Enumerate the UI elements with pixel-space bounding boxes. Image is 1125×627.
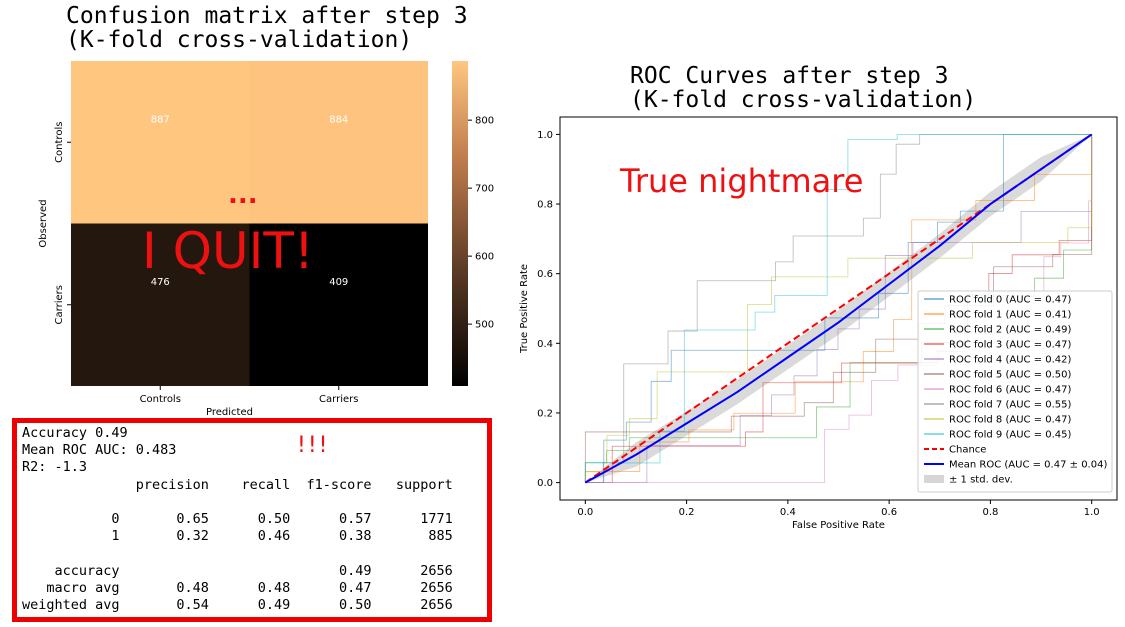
roc-fold-line (585, 134, 1093, 483)
x-axis-label: Predicted (206, 407, 253, 418)
mean-roc-line (584, 133, 1093, 484)
roc-chart-title: ROC Curves after step 3 (K-fold cross-va… (630, 63, 977, 113)
legend-label: Chance (949, 445, 986, 456)
legend-label: ROC fold 9 (AUC = 0.45) (949, 430, 1072, 441)
legend-label: ROC fold 6 (AUC = 0.47) (949, 385, 1072, 396)
legend-label: ROC fold 3 (AUC = 0.47) (949, 340, 1072, 351)
roc-axes-frame (559, 116, 1118, 501)
classification-report-box: Accuracy 0.49 Mean ROC AUC: 0.483 R2: -1… (12, 418, 492, 622)
x-tick-label: 0.8 (982, 507, 998, 518)
heatmap-cell-label: 409 (329, 277, 348, 288)
roc-fold-line (584, 134, 1092, 483)
x-tick-label: 0.6 (881, 507, 897, 518)
roc-chart: 0.0 0.2 0.4 0.6 0.8 1.0 0.0 0.2 0.4 0.6 0.8 1.0 Fals… (519, 116, 1118, 531)
colorbar-tick-label: 700 (475, 184, 494, 195)
x-tick-label: 0.4 (780, 507, 796, 518)
roc-fold-line (584, 134, 1093, 483)
heatmap-cell (249, 61, 428, 224)
legend-label: ROC fold 5 (AUC = 0.50) (949, 370, 1072, 381)
y-tick-label: 1.0 (537, 130, 553, 141)
legend-label: ROC fold 2 (AUC = 0.49) (949, 325, 1072, 336)
legend-label: ROC fold 7 (AUC = 0.55) (949, 400, 1072, 411)
y-tick-label: 0.0 (537, 478, 553, 489)
heatmap-cell-label: 884 (329, 114, 348, 125)
colorbar (452, 61, 468, 386)
y-tick-label: Controls (54, 122, 65, 163)
colorbar-tick-label: 800 (475, 116, 494, 127)
legend-swatch (924, 475, 944, 483)
roc-fold-line (585, 134, 1092, 483)
y-tick-label: 0.2 (537, 408, 553, 419)
y-axis-label: True Positive Rate (519, 264, 530, 354)
nightmare-annotation: True nightmare (620, 162, 864, 200)
dots-annotation: ... (228, 180, 258, 210)
roc-fold-line (584, 134, 1093, 483)
heatmap-cell-label: 476 (151, 277, 170, 288)
y-tick-label: 0.6 (537, 269, 553, 280)
x-tick-label: 0.0 (577, 507, 593, 518)
legend-label: ± 1 std. dev. (949, 475, 1013, 486)
colorbar-tick-label: 500 (475, 320, 494, 331)
x-tick-label: Carriers (319, 394, 358, 405)
legend-label: ROC fold 1 (AUC = 0.41) (949, 310, 1072, 321)
legend-label: ROC fold 0 (AUC = 0.47) (949, 295, 1072, 306)
exclamation-annotation: !!! (297, 433, 330, 458)
confusion-matrix-title: Confusion matrix after step 3 (K-fold cr… (66, 3, 468, 53)
legend-label: ROC fold 8 (AUC = 0.47) (949, 415, 1072, 426)
legend-label: ROC fold 4 (AUC = 0.42) (949, 355, 1072, 366)
heatmap-cell-label: 887 (151, 114, 170, 125)
x-axis-label: False Positive Rate (792, 520, 885, 531)
heatmap-cell (71, 223, 250, 386)
classification-report-text: Accuracy 0.49 Mean ROC AUC: 0.483 R2: -1… (22, 425, 453, 614)
x-tick-label: 0.2 (679, 507, 695, 518)
std-dev-band (585, 134, 1092, 483)
legend-label: Mean ROC (AUC = 0.47 ± 0.04) (949, 460, 1107, 471)
y-tick-label: 0.4 (537, 339, 553, 350)
quit-annotation: I QUIT! (142, 222, 314, 280)
colorbar-tick-label: 600 (475, 252, 494, 263)
y-tick-label: Carriers (54, 285, 65, 324)
x-tick-label: 1.0 (1084, 507, 1100, 518)
roc-fold-line (584, 134, 1093, 483)
heatmap-cell (249, 223, 428, 386)
roc-fold-line (585, 134, 1093, 483)
y-tick-label: 0.8 (537, 200, 553, 211)
confusion-matrix: 887 884 476 409 Controls Carriers Controls Carr… (38, 61, 494, 418)
heatmap-cell (71, 61, 250, 224)
x-tick-label: Controls (140, 394, 181, 405)
roc-legend (917, 290, 1113, 493)
y-axis-label: Observed (38, 199, 49, 247)
